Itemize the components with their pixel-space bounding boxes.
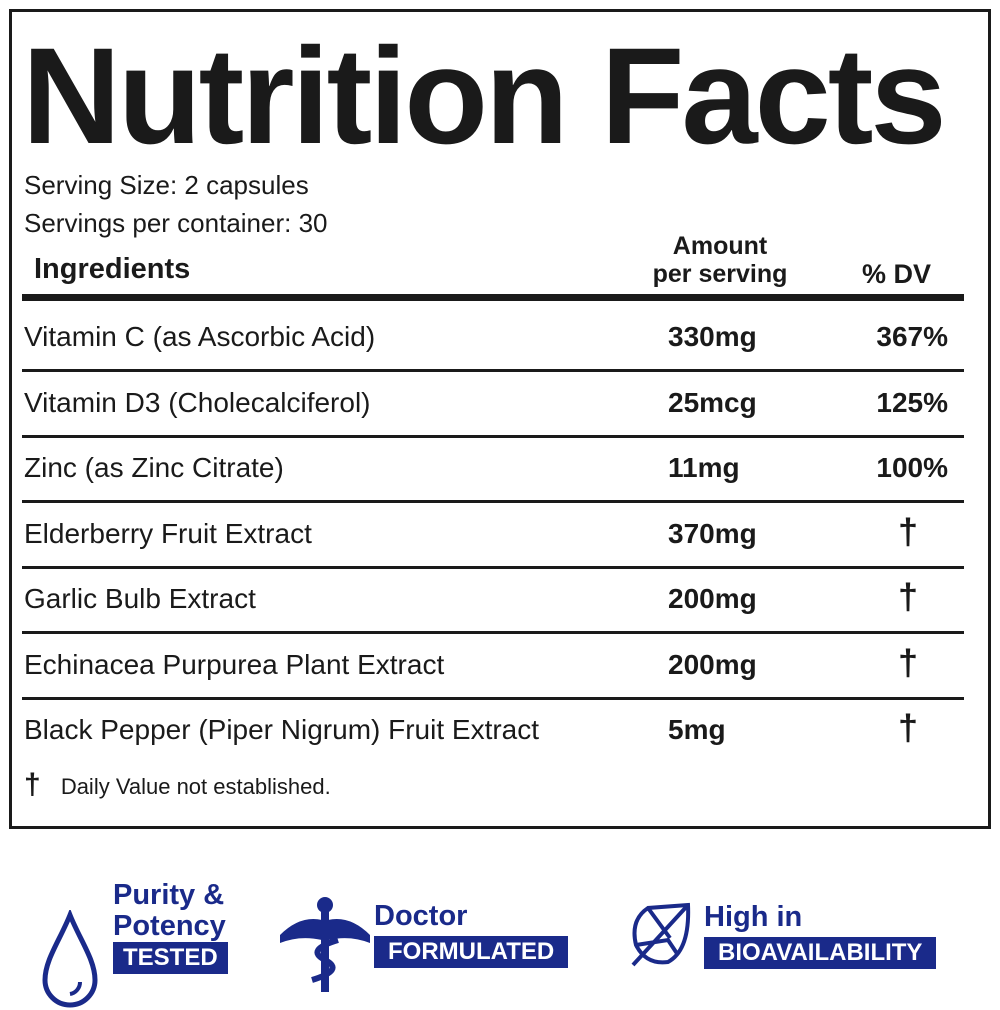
ingredient-name: Echinacea Purpurea Plant Extract: [24, 648, 445, 680]
water-drop-icon: [42, 910, 98, 1008]
footnote: † Daily Value not established.: [24, 768, 331, 802]
header-divider: [22, 294, 964, 301]
badge-label: FORMULATED: [374, 936, 569, 968]
table-row: Zinc (as Zinc Citrate) 11mg 100%: [22, 435, 964, 503]
amount-per-serving: 5mg: [668, 714, 726, 745]
table-row: Garlic Bulb Extract 200mg †: [22, 566, 964, 634]
badge-line1: Doctor: [374, 900, 468, 932]
amount-header-line1: Amount: [672, 232, 768, 260]
ingredient-name: Garlic Bulb Extract: [24, 583, 256, 614]
amount-per-serving: 200mg: [668, 583, 757, 614]
badge-line1: Purity &: [113, 879, 225, 911]
daily-value: 125%: [876, 386, 948, 418]
caduceus-icon: [280, 897, 370, 992]
daily-value: †: [897, 576, 918, 617]
amount-per-serving: 370mg: [668, 517, 757, 549]
daily-value: 367%: [876, 321, 948, 352]
page-title: Nutrition Facts: [22, 20, 947, 173]
daily-value: †: [897, 707, 918, 748]
table-row: Black Pepper (Piper Nigrum) Fruit Extrac…: [22, 697, 964, 762]
ingredient-name: Black Pepper (Piper Nigrum) Fruit Extrac…: [24, 714, 540, 745]
ingredient-name: Vitamin D3 (Cholecalciferol): [24, 386, 371, 418]
badge-label: BIOAVAILABILITY: [704, 937, 937, 969]
serving-size: Serving Size: 2 capsules: [24, 170, 309, 200]
badge-line2: Potency: [113, 910, 226, 942]
daily-value: †: [897, 510, 918, 552]
ingredients-header: Ingredients: [34, 253, 191, 285]
dv-header: % DV: [862, 259, 932, 289]
amount-header-line2: per serving: [652, 260, 788, 288]
nutrition-facts-panel: [9, 9, 991, 829]
ingredient-name: Zinc (as Zinc Citrate): [24, 452, 284, 483]
amount-per-serving: 25mcg: [668, 386, 757, 418]
amount-per-serving: 11mg: [668, 452, 740, 483]
ingredient-name: Elderberry Fruit Extract: [24, 517, 312, 549]
daily-value: 100%: [876, 452, 948, 483]
amount-header: Amount per serving: [640, 232, 800, 288]
leaf-icon: [631, 902, 691, 967]
dagger-symbol: †: [24, 768, 41, 801]
daily-value: †: [897, 641, 918, 683]
badge-label: TESTED: [113, 942, 228, 974]
ingredient-name: Vitamin C (as Ascorbic Acid): [24, 321, 376, 352]
badge-line1: High in: [704, 901, 803, 933]
amount-per-serving: 330mg: [668, 321, 757, 352]
table-row: Vitamin D3 (Cholecalciferol) 25mcg 125%: [22, 370, 964, 438]
footnote-text: Daily Value not established.: [60, 774, 331, 799]
amount-per-serving: 200mg: [668, 648, 757, 680]
table-row: Echinacea Purpurea Plant Extract 200mg †: [22, 632, 964, 700]
table-row: Vitamin C (as Ascorbic Acid) 330mg 367%: [22, 304, 964, 372]
servings-per-container: Servings per container: 30: [24, 208, 328, 238]
table-row: Elderberry Fruit Extract 370mg †: [22, 501, 964, 569]
